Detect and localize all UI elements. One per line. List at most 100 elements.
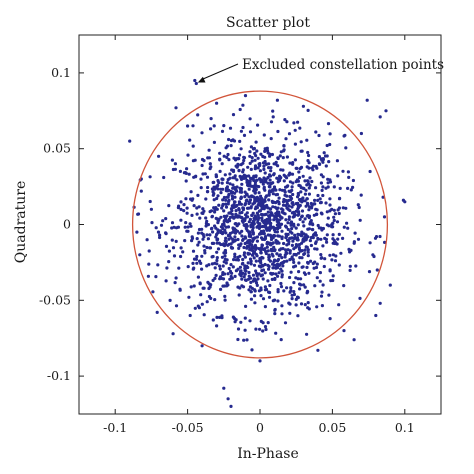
data-point	[336, 237, 340, 241]
data-point	[248, 233, 253, 237]
data-point	[270, 235, 274, 239]
data-point	[276, 156, 280, 161]
data-point	[306, 260, 310, 265]
data-point	[328, 203, 332, 207]
data-point	[215, 238, 219, 242]
data-point	[206, 156, 210, 160]
data-point	[182, 203, 186, 207]
data-point	[204, 197, 208, 201]
data-point	[220, 206, 224, 210]
data-point	[224, 146, 228, 150]
data-point	[312, 266, 316, 270]
data-point	[252, 256, 256, 260]
data-point	[256, 123, 260, 127]
data-point	[288, 275, 292, 280]
data-point	[280, 275, 284, 279]
data-point	[224, 205, 229, 209]
data-point	[359, 193, 363, 197]
data-point	[310, 179, 314, 184]
data-point	[254, 271, 259, 275]
data-point	[245, 338, 249, 342]
data-point	[375, 268, 379, 272]
data-point	[181, 250, 185, 254]
data-point	[253, 164, 258, 168]
data-point	[226, 397, 230, 401]
data-point	[243, 255, 247, 259]
data-point	[257, 226, 261, 230]
data-point	[273, 308, 277, 312]
data-point	[250, 213, 254, 217]
data-point	[224, 236, 228, 240]
data-point	[276, 259, 280, 263]
data-point	[208, 167, 212, 171]
data-point	[267, 193, 271, 197]
data-point	[170, 158, 174, 162]
data-point	[330, 258, 334, 262]
data-point	[296, 314, 300, 318]
data-point	[241, 271, 245, 275]
data-point	[236, 237, 240, 242]
data-point	[309, 259, 313, 263]
data-point	[239, 215, 243, 220]
data-point	[215, 196, 219, 201]
data-point	[222, 386, 226, 390]
data-point	[321, 244, 325, 248]
data-point	[328, 197, 332, 201]
ticks-layer: -0.1 -0.05 0 0.05 0.1 0.1 0.05 0 -0.05 -0.1	[39, 35, 441, 435]
data-point	[292, 265, 296, 269]
data-point	[280, 188, 284, 192]
data-point	[344, 146, 348, 150]
data-point	[243, 94, 248, 98]
data-point	[285, 206, 289, 210]
data-point	[326, 216, 330, 220]
data-point	[243, 195, 247, 199]
data-point	[315, 212, 319, 217]
data-point	[193, 306, 197, 310]
data-point	[253, 289, 257, 293]
data-point	[228, 126, 233, 130]
data-point	[300, 249, 304, 253]
data-point	[238, 153, 242, 157]
data-point	[331, 253, 335, 257]
data-point	[293, 158, 297, 162]
data-point	[190, 236, 195, 240]
data-point	[252, 189, 256, 193]
data-point	[205, 245, 209, 250]
data-point	[319, 294, 324, 298]
data-point	[280, 236, 284, 241]
data-point	[283, 174, 288, 179]
annotation-layer: Excluded constellation points	[197, 57, 444, 83]
data-point	[295, 166, 299, 170]
data-point	[192, 284, 196, 288]
data-point	[186, 265, 190, 269]
data-point	[285, 202, 289, 206]
data-point	[156, 230, 161, 234]
data-point	[351, 185, 355, 189]
data-point	[301, 237, 305, 242]
data-point	[317, 133, 321, 138]
data-point	[292, 121, 296, 125]
data-point	[324, 164, 328, 168]
data-point	[259, 204, 264, 208]
data-point	[200, 267, 204, 271]
data-point	[238, 139, 242, 143]
data-point	[176, 225, 180, 229]
data-point	[198, 282, 202, 286]
data-point	[268, 152, 272, 156]
data-point	[235, 203, 239, 208]
data-point	[216, 221, 220, 225]
data-point	[332, 218, 336, 223]
data-point	[248, 248, 253, 252]
data-point	[263, 271, 267, 275]
data-point	[326, 185, 330, 189]
data-point	[248, 117, 252, 121]
data-point	[240, 277, 244, 281]
data-point	[269, 120, 274, 124]
data-point	[283, 321, 288, 325]
data-point	[261, 268, 266, 272]
data-point	[164, 244, 169, 248]
data-point	[240, 229, 244, 233]
data-point	[307, 192, 311, 196]
data-point	[138, 253, 142, 257]
data-point	[239, 163, 243, 167]
